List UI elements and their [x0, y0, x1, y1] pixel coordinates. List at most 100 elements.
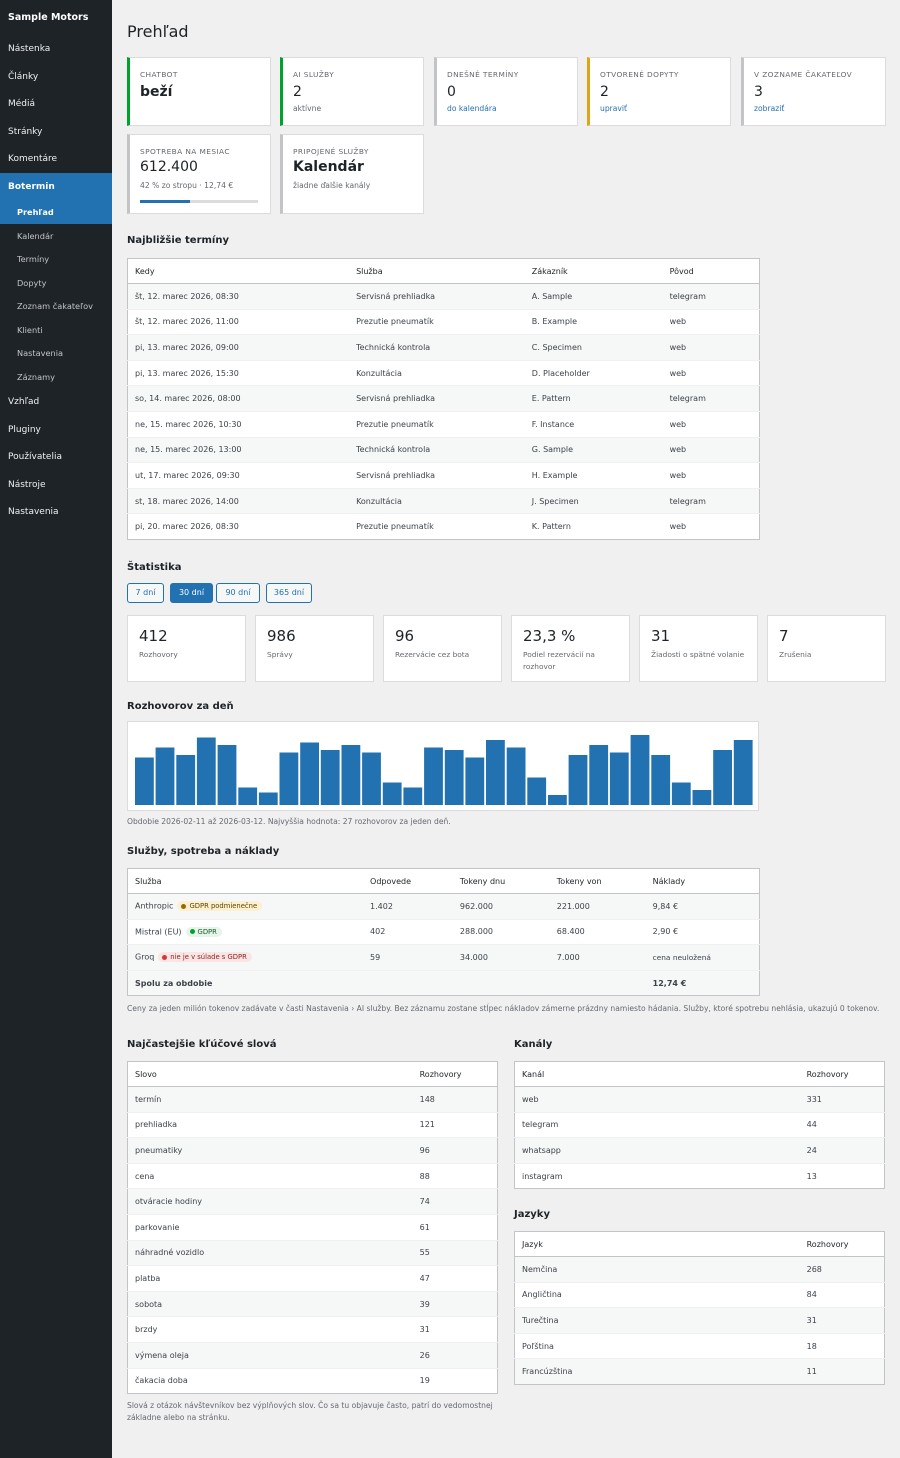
menu-item-3[interactable]: Stránky	[8, 127, 43, 137]
range-button-2[interactable]: 90 dní	[216, 583, 260, 603]
table-row: št, 12. marec 2026, 08:30 Servisná prehli…	[127, 283, 760, 310]
table-cell: pi, 13. marec 2026, 09:00	[127, 334, 350, 361]
table-cell: 121	[412, 1111, 498, 1138]
stat-value: 412	[139, 627, 168, 645]
table-cell: 84	[799, 1281, 885, 1308]
table-cell: Konzultácia	[349, 359, 525, 386]
submenu-item-1[interactable]: Kalendár	[17, 231, 54, 241]
column-header[interactable]: Náklady	[645, 868, 760, 894]
page-title: Prehľad	[127, 22, 189, 41]
column-header[interactable]: Zákazník	[524, 258, 663, 284]
column-header[interactable]: Rozhovory	[799, 1231, 885, 1257]
menu-item-0[interactable]: Nástenka	[8, 44, 51, 54]
submenu-item-7[interactable]: Záznamy	[17, 372, 55, 382]
submenu-item-4[interactable]: Zoznam čakateľov	[17, 301, 94, 311]
menu-item-9[interactable]: Nástroje	[8, 480, 46, 490]
table-cell: 962.000	[452, 893, 550, 920]
table-row: pi, 13. marec 2026, 15:30 Konzultácia D. P…	[127, 359, 760, 386]
column-header[interactable]: Tokeny von	[549, 868, 646, 894]
table-cell: 88	[412, 1162, 498, 1189]
table-row: brzdy 31	[127, 1316, 498, 1343]
column-header[interactable]: Rozhovory	[412, 1061, 498, 1087]
table-row: Anthropic GDPR podmienečne 1.402 962.000 221…	[127, 893, 760, 920]
column-header[interactable]: Tokeny dnu	[452, 868, 550, 894]
range-button-3[interactable]: 365 dní	[266, 583, 312, 603]
table-row: pi, 20. marec 2026, 08:30 Prezutie pneuma…	[127, 513, 760, 540]
stat-box-2: 96 Rezervácie cez bota	[383, 615, 502, 682]
menu-item-1[interactable]: Články	[8, 72, 39, 82]
table-cell: 2,90 €	[645, 918, 760, 945]
card-label: PRIPOJENÉ SLUŽBY	[293, 147, 369, 156]
chart-bar	[692, 790, 712, 805]
table-row: telegram 44	[514, 1111, 885, 1138]
submenu-item-0[interactable]: Prehľad	[17, 207, 54, 217]
table-cell: Angličtina	[514, 1281, 800, 1308]
range-button-0[interactable]: 7 dní	[127, 583, 164, 603]
submenu-item-5[interactable]: Klienti	[17, 325, 43, 335]
card-link[interactable]: do kalendára	[447, 104, 497, 113]
column-header[interactable]: Kanál	[514, 1061, 800, 1087]
submenu-item-2[interactable]: Termíny	[17, 254, 50, 264]
column-header[interactable]: Slovo	[127, 1061, 413, 1087]
table-row: Poľština 18	[514, 1332, 885, 1359]
chart-bar	[382, 782, 402, 805]
table-cell: výmena oleja	[127, 1341, 413, 1369]
table-row: whatsapp 24	[514, 1137, 885, 1164]
table-cell: 39	[412, 1290, 498, 1317]
card-value: 2	[600, 84, 609, 100]
column-header[interactable]: Služba	[349, 258, 525, 284]
card-label: DNEŠNÉ TERMÍNY	[447, 70, 519, 79]
table-cell: 34.000	[452, 944, 550, 971]
table-cell: 11	[799, 1358, 885, 1385]
submenu-item-6[interactable]: Nastavenia	[17, 348, 63, 358]
range-button-1[interactable]: 30 dní	[170, 583, 213, 603]
chart-bar	[630, 735, 650, 805]
menu-item-5[interactable]: Botermin	[8, 182, 55, 192]
card-value: 0	[447, 84, 456, 100]
table-cell: A. Sample	[524, 283, 663, 310]
table-cell: čakacia doba	[127, 1367, 413, 1394]
submenu-item-3[interactable]: Dopyty	[17, 278, 47, 288]
table-cell: Technická kontrola	[349, 436, 525, 463]
chart-bar	[300, 742, 319, 805]
column-header[interactable]: Pôvod	[662, 258, 760, 284]
table-row: št, 12. marec 2026, 11:00 Prezutie pneuma…	[127, 308, 760, 335]
column-header[interactable]: Jazyk	[514, 1231, 800, 1257]
chart-bar	[424, 747, 443, 805]
card-link[interactable]: zobraziť	[754, 104, 785, 113]
column-header[interactable]: Kedy	[127, 258, 350, 284]
menu-item-7[interactable]: Pluginy	[8, 425, 41, 435]
table-row: sobota 39	[127, 1290, 498, 1317]
menu-item-6[interactable]: Vzhľad	[8, 397, 40, 407]
table-cell: št, 12. marec 2026, 08:30	[127, 283, 350, 310]
menu-item-2[interactable]: Médiá	[8, 99, 36, 109]
site-name[interactable]: Sample Motors	[8, 12, 89, 23]
chart-bar	[279, 752, 299, 805]
stat-label: Žiadosti o spätné volanie	[651, 650, 745, 659]
menu-item-8[interactable]: Používatelia	[8, 452, 62, 462]
table-cell: telegram	[514, 1111, 800, 1138]
summary-card-2: DNEŠNÉ TERMÍNY 0 do kalendára	[434, 57, 578, 126]
gdpr-badge: GDPR podmienečne	[177, 901, 263, 912]
chart-bar	[568, 755, 588, 805]
table-row: náhradné vozidlo 55	[127, 1239, 498, 1266]
service-name: Groq	[135, 952, 155, 962]
stat-label: Podiel rezervácií na rozhovor	[523, 650, 595, 671]
chart-bar	[238, 787, 258, 805]
column-header[interactable]: Služba	[127, 868, 364, 894]
channels-title: Kanály	[514, 1039, 553, 1050]
table-cell: E. Pattern	[524, 385, 663, 412]
stat-label: Správy	[267, 650, 293, 659]
column-header[interactable]: Rozhovory	[799, 1061, 885, 1087]
table-cell: K. Pattern	[524, 513, 663, 540]
column-header[interactable]: Odpovede	[363, 868, 453, 894]
menu-item-4[interactable]: Komentáre	[8, 154, 58, 164]
table-cell: ne, 15. marec 2026, 13:00	[127, 436, 350, 463]
chart-bar	[527, 777, 547, 805]
menu-item-10[interactable]: Nastavenia	[8, 507, 59, 517]
summary-card-4: V ZOZNAME ČAKATEĽOV 3 zobraziť	[741, 57, 886, 126]
table-row: otváracie hodiny 74	[127, 1188, 498, 1215]
usage-progress-bar	[140, 200, 258, 203]
card-link[interactable]: upraviť	[600, 104, 627, 113]
service-name: Mistral (EU)	[135, 927, 182, 937]
